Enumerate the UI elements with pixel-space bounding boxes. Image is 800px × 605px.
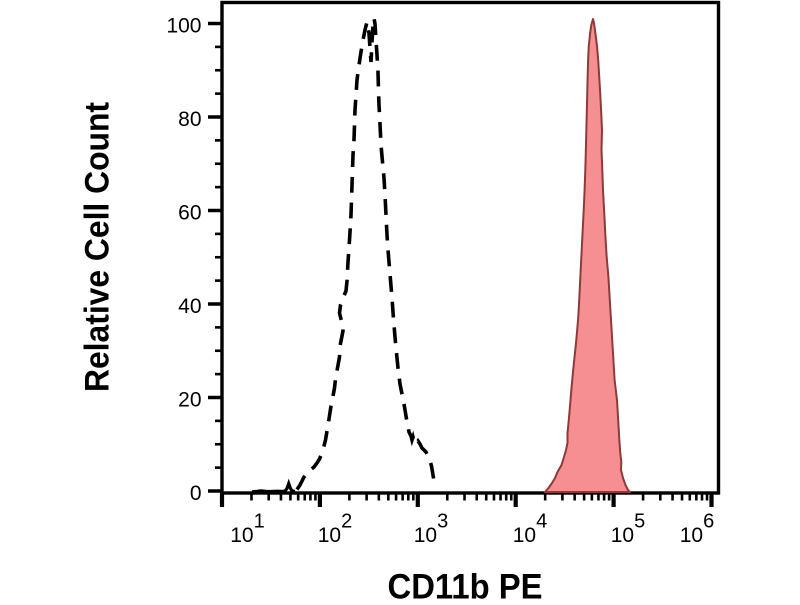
- svg-text:40: 40: [178, 295, 201, 318]
- svg-text:20: 20: [178, 389, 201, 412]
- svg-text:80: 80: [178, 108, 201, 131]
- svg-text:100: 100: [166, 15, 201, 38]
- svg-text:CD11b PE: CD11b PE: [388, 567, 543, 601]
- svg-text:Relative Cell Count: Relative Cell Count: [79, 102, 117, 392]
- svg-text:60: 60: [178, 202, 201, 225]
- svg-text:0: 0: [190, 482, 202, 505]
